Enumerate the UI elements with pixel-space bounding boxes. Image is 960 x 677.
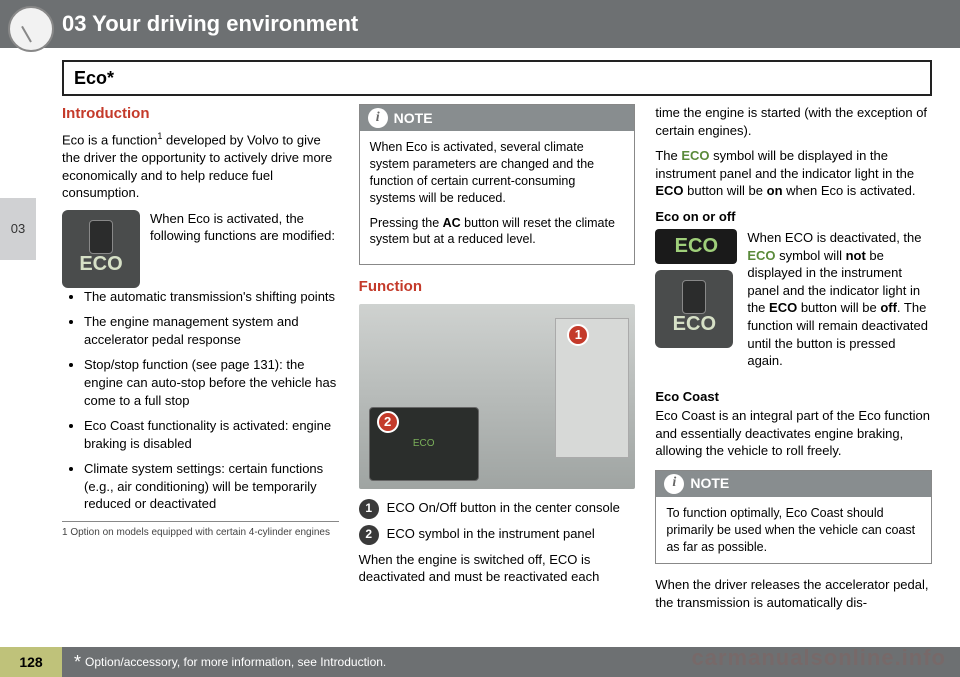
intro-p1a: Eco is a function <box>62 133 157 148</box>
onoff-not: not <box>846 248 866 263</box>
diagram-bubble-2: 2 <box>377 411 399 433</box>
footnote: 1 Option on models equipped with certain… <box>62 521 339 540</box>
legend-2: 2 ECO symbol in the instrument panel <box>359 525 636 545</box>
onoff-b: symbol will <box>776 248 846 263</box>
watermark: carmanualsonline.info <box>692 643 947 673</box>
c3p2bold2: on <box>767 183 783 198</box>
chapter-header: 03 Your driving environment <box>0 0 960 48</box>
side-tab-label: 03 <box>11 220 25 238</box>
function-diagram: ECO 1 2 <box>359 304 636 489</box>
star-icon: * <box>74 650 81 674</box>
c3p2d: when Eco is activated. <box>783 183 916 198</box>
c3p2a: The <box>655 148 681 163</box>
column-1: Introduction Eco is a function1 develope… <box>62 104 339 603</box>
note1-p1: When Eco is activated, several climate s… <box>370 139 625 207</box>
col3-p1: time the engine is started (with the exc… <box>655 104 932 139</box>
eco-onoff-heading: Eco on or off <box>655 208 932 226</box>
bullet-item: Eco Coast functionality is activated: en… <box>84 417 339 452</box>
gauge-icon <box>8 6 54 52</box>
c3p2bold1: ECO <box>655 183 683 198</box>
eco-button-image-2: ECO <box>655 270 733 348</box>
column-3: time the engine is started (with the exc… <box>655 104 932 603</box>
function-continuation: When the engine is switched off, ECO is … <box>359 551 636 586</box>
eco-button-row: ECO When Eco is activated, the following… <box>62 210 339 288</box>
function-heading: Function <box>359 277 636 297</box>
bullet-item: Stop/stop function (see page 131): the e… <box>84 356 339 409</box>
eco-button-label-2: ECO <box>673 311 716 338</box>
side-chapter-tab: 03 <box>0 198 36 260</box>
bullet-item: The engine management system and acceler… <box>84 313 339 348</box>
bullet-item: Climate system settings: certain functio… <box>84 460 339 513</box>
eco-button-label: ECO <box>79 251 122 278</box>
eco-coast-heading: Eco Coast <box>655 388 932 406</box>
eco-button-image: ECO <box>62 210 140 288</box>
intro-bullet-list: The automatic transmission's shifting po… <box>62 288 339 513</box>
diagram-bubble-1: 1 <box>567 324 589 346</box>
introduction-heading: Introduction <box>62 104 339 124</box>
info-icon: i <box>368 108 388 128</box>
section-title: Eco* <box>74 68 114 88</box>
note-title: NOTE <box>394 109 433 128</box>
note1-p2a: Pressing the <box>370 216 443 230</box>
col3-p2: The ECO symbol will be displayed in the … <box>655 147 932 200</box>
c3p2c: button will be <box>684 183 767 198</box>
note1-p2: Pressing the AC button will reset the cl… <box>370 215 625 249</box>
center-console-panel <box>555 318 629 458</box>
note-box-1: i NOTE When Eco is activated, several cl… <box>359 104 636 265</box>
footer-label: Option/accessory, for more information, … <box>85 654 386 670</box>
c3p2eco: ECO <box>681 148 709 163</box>
note-box-2: i NOTE To function optimally, Eco Coast … <box>655 470 932 565</box>
onoff-d: button will be <box>797 300 880 315</box>
intro-paragraph-1: Eco is a function1 developed by Volvo to… <box>62 130 339 202</box>
legend-1: 1 ECO On/Off button in the center consol… <box>359 499 636 519</box>
eco-symbol-label: ECO <box>675 235 718 257</box>
onoff-a: When ECO is deactivated, the <box>747 230 921 245</box>
intro-paragraph-2: When Eco is activated, the following fun… <box>150 210 339 245</box>
chapter-title: 03 Your driving environment <box>62 9 358 39</box>
legend-number-1: 1 <box>359 499 379 519</box>
legend-2-text: ECO symbol in the instrument panel <box>387 525 595 543</box>
onoff-bold: ECO <box>769 300 797 315</box>
note-header: i NOTE <box>360 105 635 131</box>
bullet-item: The automatic transmission's shifting po… <box>84 288 339 306</box>
legend-number-2: 2 <box>359 525 379 545</box>
note-header-2: i NOTE <box>656 471 931 497</box>
eco-onoff-block: ECO ECO When ECO is deactivated, the ECO… <box>655 229 932 377</box>
onoff-off: off <box>880 300 897 315</box>
eco-coast-text: Eco Coast is an integral part of the Eco… <box>655 407 932 460</box>
section-title-box: Eco* <box>62 60 932 96</box>
eco-symbol-image: ECO <box>655 229 737 264</box>
legend-1-text: ECO On/Off button in the center console <box>387 499 620 517</box>
note1-p2b: AC <box>443 216 461 230</box>
col3-last-p: When the driver releases the accelerator… <box>655 576 932 611</box>
page-number: 128 <box>0 647 62 677</box>
eco-onoff-text: When ECO is deactivated, the ECO symbol … <box>747 229 932 369</box>
note2-title: NOTE <box>690 474 729 493</box>
content-columns: Introduction Eco is a function1 develope… <box>62 104 932 603</box>
cluster-eco-text: ECO <box>413 437 435 451</box>
info-icon: i <box>664 474 684 494</box>
onoff-eco: ECO <box>747 248 775 263</box>
note-body: When Eco is activated, several climate s… <box>360 131 635 264</box>
column-2: i NOTE When Eco is activated, several cl… <box>359 104 636 603</box>
note2-body: To function optimally, Eco Coast should … <box>656 497 931 564</box>
